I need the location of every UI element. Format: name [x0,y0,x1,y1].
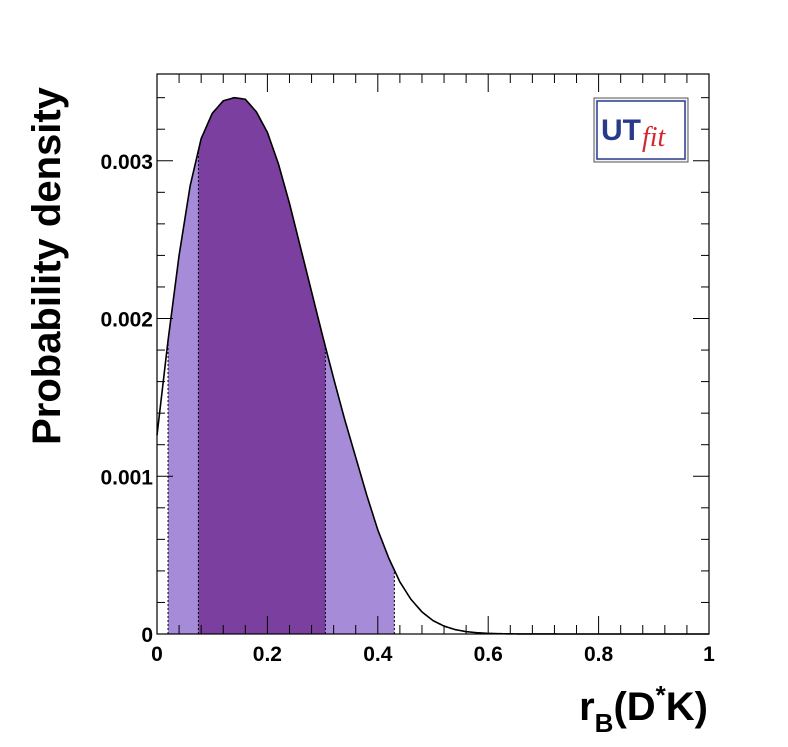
y-axis-title: Probability density [25,86,69,445]
x-axis-title: rB(D*K) [579,680,708,738]
x-tick-label: 0.4 [363,643,393,666]
x-tick-label: 0.6 [474,643,503,666]
x-tick-label: 0 [151,643,163,666]
y-tick-label: 0.003 [100,151,153,174]
x-tick-label: 1 [703,643,715,666]
logo-fit-text: fit [642,122,667,153]
logo-ut-text: UT [601,114,641,147]
interval-region-1 [198,97,326,634]
y-tick-label: 0 [141,624,153,647]
x-tick-label: 0.8 [584,643,614,666]
utfit-logo: UT fit [593,97,689,163]
y-tick-label: 0.001 [100,466,153,489]
tick-labels: 0 0.2 0.4 0.6 0.8 1 0 0.001 0.002 0.003 [100,151,715,666]
plot-frame [156,73,710,635]
x-tick-label: 0.2 [253,643,282,666]
axis-ticks [156,74,710,635]
y-tick-label: 0.002 [100,309,153,332]
probability-regions [167,97,395,634]
